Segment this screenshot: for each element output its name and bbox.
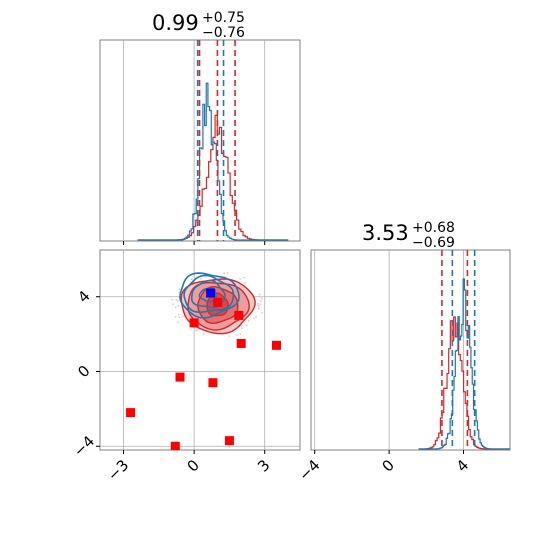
sample-point: [260, 300, 262, 302]
sample-point: [178, 291, 180, 294]
sample-point: [200, 277, 202, 280]
sample-point: [245, 324, 248, 327]
sample-point: [178, 316, 181, 319]
tick-marks: [96, 241, 465, 454]
x-tick-labels-p2: −4 0 4: [295, 456, 472, 484]
sample-point: [239, 333, 242, 335]
p2-histogram-frame: [310, 249, 511, 451]
x-tick-label: −3: [104, 456, 132, 484]
sample-point: [253, 317, 255, 319]
sample-point: [178, 288, 181, 290]
x-tick-label: 4: [453, 456, 472, 475]
sample-point: [247, 320, 250, 322]
sample-point: [239, 277, 241, 280]
sample-point: [243, 276, 245, 279]
p2-title-value: 3.53: [362, 221, 409, 245]
sample-point: [182, 315, 184, 318]
p1-title-value: 0.99: [152, 11, 199, 35]
sample-point: [257, 307, 260, 310]
red-square-marker: [224, 436, 234, 446]
blue-square-marker: [206, 288, 216, 298]
red-square-marker: [189, 318, 199, 328]
x-tick-label: −4: [295, 456, 323, 484]
p2-title-plus: +0.68: [412, 220, 455, 236]
sample-point: [172, 303, 174, 306]
joint-density-frame: [99, 249, 301, 451]
p1-red-histogram: [137, 114, 289, 241]
sample-point: [257, 304, 259, 307]
sample-point: [258, 305, 260, 308]
sample-point: [190, 278, 193, 281]
joint-density: [126, 272, 281, 450]
sample-point: [177, 313, 180, 316]
sample-point: [260, 296, 262, 298]
sample-point: [176, 300, 179, 302]
sample-point: [177, 305, 180, 307]
y-tick-label: 4: [74, 287, 93, 306]
sample-point: [223, 272, 225, 275]
p2-histogram: [418, 250, 510, 450]
sample-point: [240, 327, 243, 329]
red-square-marker: [208, 378, 218, 388]
y-tick-label: 0: [74, 362, 93, 381]
x-tick-labels-p1: −3 0 3: [104, 456, 274, 484]
p1-title-minus: −0.76: [202, 25, 245, 41]
p2-title-minus: −0.69: [412, 235, 455, 251]
p2-blue-histogram: [418, 278, 510, 450]
red-square-marker: [271, 340, 281, 350]
x-tick-label: 0: [183, 456, 202, 475]
p1-title: 0.99 +0.75 −0.76: [152, 10, 245, 41]
red-square-marker: [234, 310, 244, 320]
sample-point: [195, 330, 198, 332]
p1-title-plus: +0.75: [202, 10, 245, 26]
sample-point: [177, 321, 179, 324]
p2-red-histogram: [418, 316, 510, 450]
sample-point: [202, 333, 205, 335]
sample-point: [228, 335, 231, 337]
sample-point: [226, 272, 229, 274]
sample-point: [171, 298, 173, 301]
sample-point: [175, 298, 178, 301]
sample-point: [261, 311, 263, 314]
red-square-marker: [213, 297, 223, 307]
p1-blue-histogram: [137, 82, 289, 241]
sample-point: [174, 315, 177, 318]
red-square-marker: [236, 338, 246, 348]
p2-title: 3.53 +0.68 −0.69: [362, 220, 455, 251]
sample-point: [236, 334, 238, 336]
red-square-marker: [126, 408, 136, 418]
x-tick-label: 0: [378, 456, 397, 475]
sample-point: [175, 306, 177, 309]
sample-point: [240, 325, 243, 327]
sample-point: [259, 303, 261, 305]
sample-point: [258, 293, 261, 296]
red-square-marker: [170, 441, 180, 450]
sample-point: [259, 295, 261, 298]
blue-contour-level: [179, 272, 240, 319]
sample-point: [197, 328, 199, 331]
blue-contour-level: [183, 274, 235, 313]
p1-histogram: [137, 40, 289, 241]
y-tick-label: −4: [70, 432, 98, 460]
grid-lines: [100, 40, 464, 450]
sample-point: [257, 303, 259, 305]
sample-point: [261, 297, 263, 300]
red-square-marker: [175, 372, 185, 382]
sample-point: [244, 282, 246, 284]
y-tick-labels-p2: −4 0 4: [70, 287, 98, 460]
x-tick-label: 3: [254, 456, 273, 475]
sample-point: [255, 315, 257, 318]
